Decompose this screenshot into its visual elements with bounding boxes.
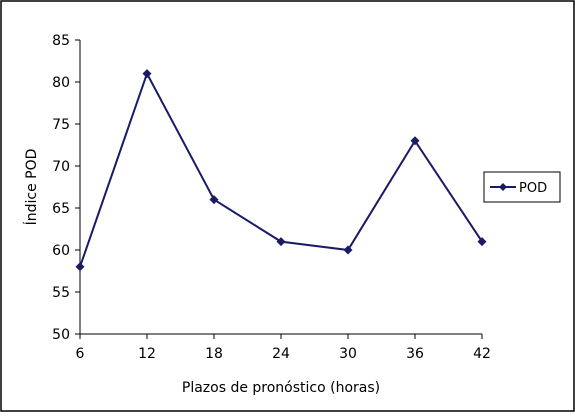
x-axis-title: Plazos de pronóstico (horas) [182, 380, 380, 396]
series-layer [75, 69, 487, 272]
data-point [75, 262, 85, 272]
legend-label-pod: POD [519, 181, 547, 196]
data-point [410, 136, 420, 146]
y-axis-ticks: 50 55 60 65 70 75 80 85 [52, 33, 80, 343]
x-tick-label: 24 [272, 346, 290, 362]
y-axis-title: Índice POD [23, 149, 40, 226]
data-point [276, 237, 286, 247]
data-point [142, 69, 152, 79]
x-axis-ticks: 6 12 18 24 30 36 42 [76, 334, 491, 362]
x-tick-label: 42 [473, 346, 491, 362]
y-tick-label: 75 [52, 117, 70, 133]
data-point [477, 237, 487, 247]
x-tick-label: 30 [339, 346, 357, 362]
legend-marker-pod [499, 183, 507, 191]
x-tick-label: 12 [138, 346, 156, 362]
data-point [343, 245, 353, 255]
y-tick-label: 80 [52, 75, 70, 91]
x-tick-label: 36 [406, 346, 424, 362]
x-tick-label: 18 [205, 346, 223, 362]
legend: POD [483, 171, 561, 203]
y-tick-label: 55 [52, 285, 70, 301]
y-tick-label: 85 [52, 33, 70, 49]
x-tick-label: 6 [76, 346, 85, 362]
y-tick-label: 50 [52, 327, 70, 343]
data-point [209, 195, 219, 205]
y-tick-label: 70 [52, 159, 70, 175]
y-tick-label: 60 [52, 243, 70, 259]
y-tick-label: 65 [52, 201, 70, 217]
